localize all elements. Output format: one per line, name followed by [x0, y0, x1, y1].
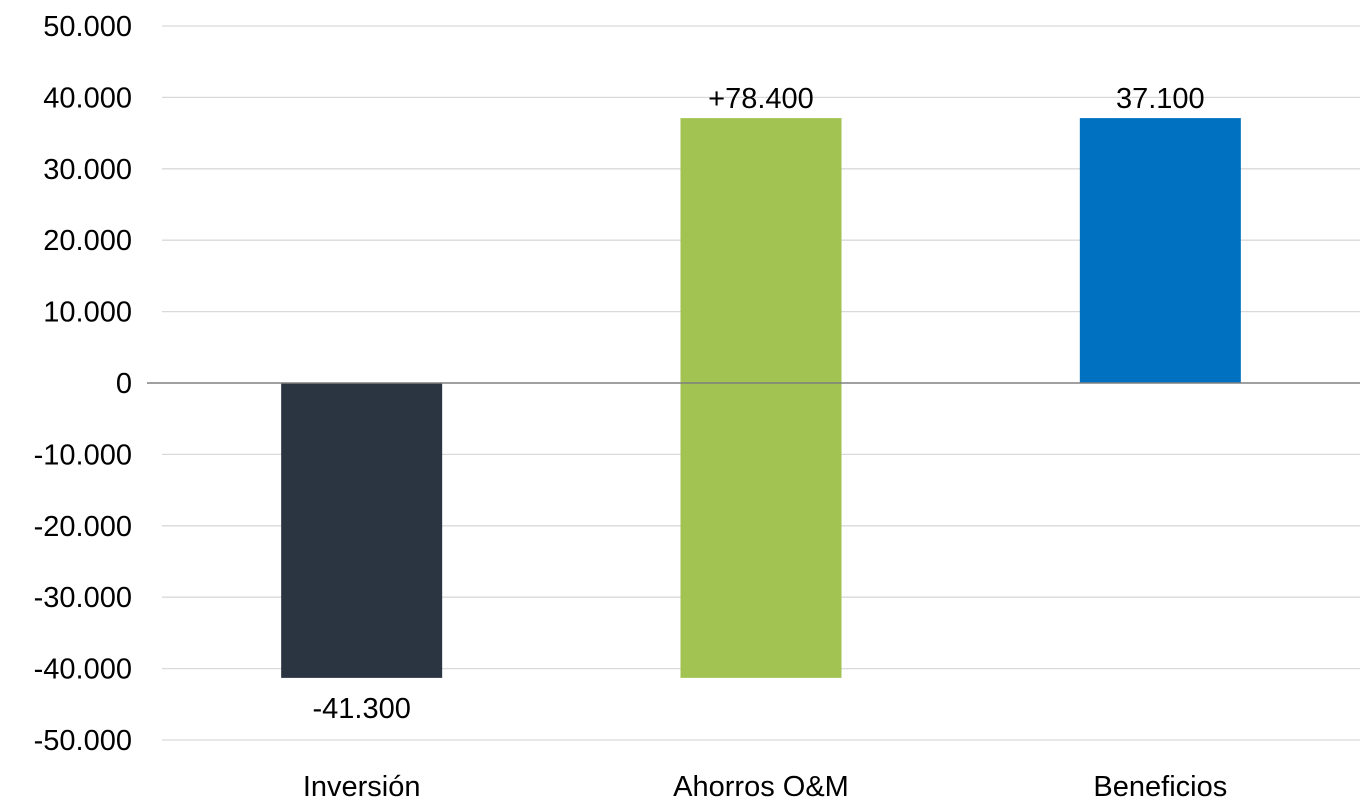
- x-category-label: Inversión: [303, 771, 421, 802]
- y-tick-label: -10.000: [34, 439, 132, 471]
- x-axis-category-labels: Inversión Ahorros O&M Beneficios: [303, 771, 1227, 802]
- y-tick-label: 0: [116, 368, 132, 400]
- x-category-label: Ahorros O&M: [673, 771, 849, 802]
- y-tick-label: 20.000: [43, 225, 132, 257]
- bar-ahorros-o-m: [680, 118, 842, 678]
- bar-inversi-n: [281, 383, 443, 678]
- y-tick-label: 40.000: [43, 82, 132, 114]
- y-tick-label: 10.000: [43, 297, 132, 329]
- y-tick-label: 30.000: [43, 154, 132, 186]
- y-tick-label: -20.000: [34, 511, 132, 543]
- y-tick-label: -30.000: [34, 582, 132, 614]
- bar-beneficios: [1079, 118, 1241, 383]
- x-category-label: Beneficios: [1093, 771, 1227, 802]
- y-tick-label: 50.000: [43, 11, 132, 43]
- data-label: +78.400: [708, 83, 814, 115]
- bars: [281, 118, 1241, 678]
- data-label: -41.300: [312, 693, 410, 725]
- y-tick-label: -40.000: [34, 654, 132, 686]
- y-axis-tick-labels: 50.000 40.000 30.000 20.000 10.000 0 -10.000 -2…: [34, 11, 132, 757]
- y-tick-label: -50.000: [34, 725, 132, 757]
- data-labels: -41.300 +78.400 37.100: [312, 83, 1204, 725]
- data-label: 37.100: [1116, 83, 1205, 115]
